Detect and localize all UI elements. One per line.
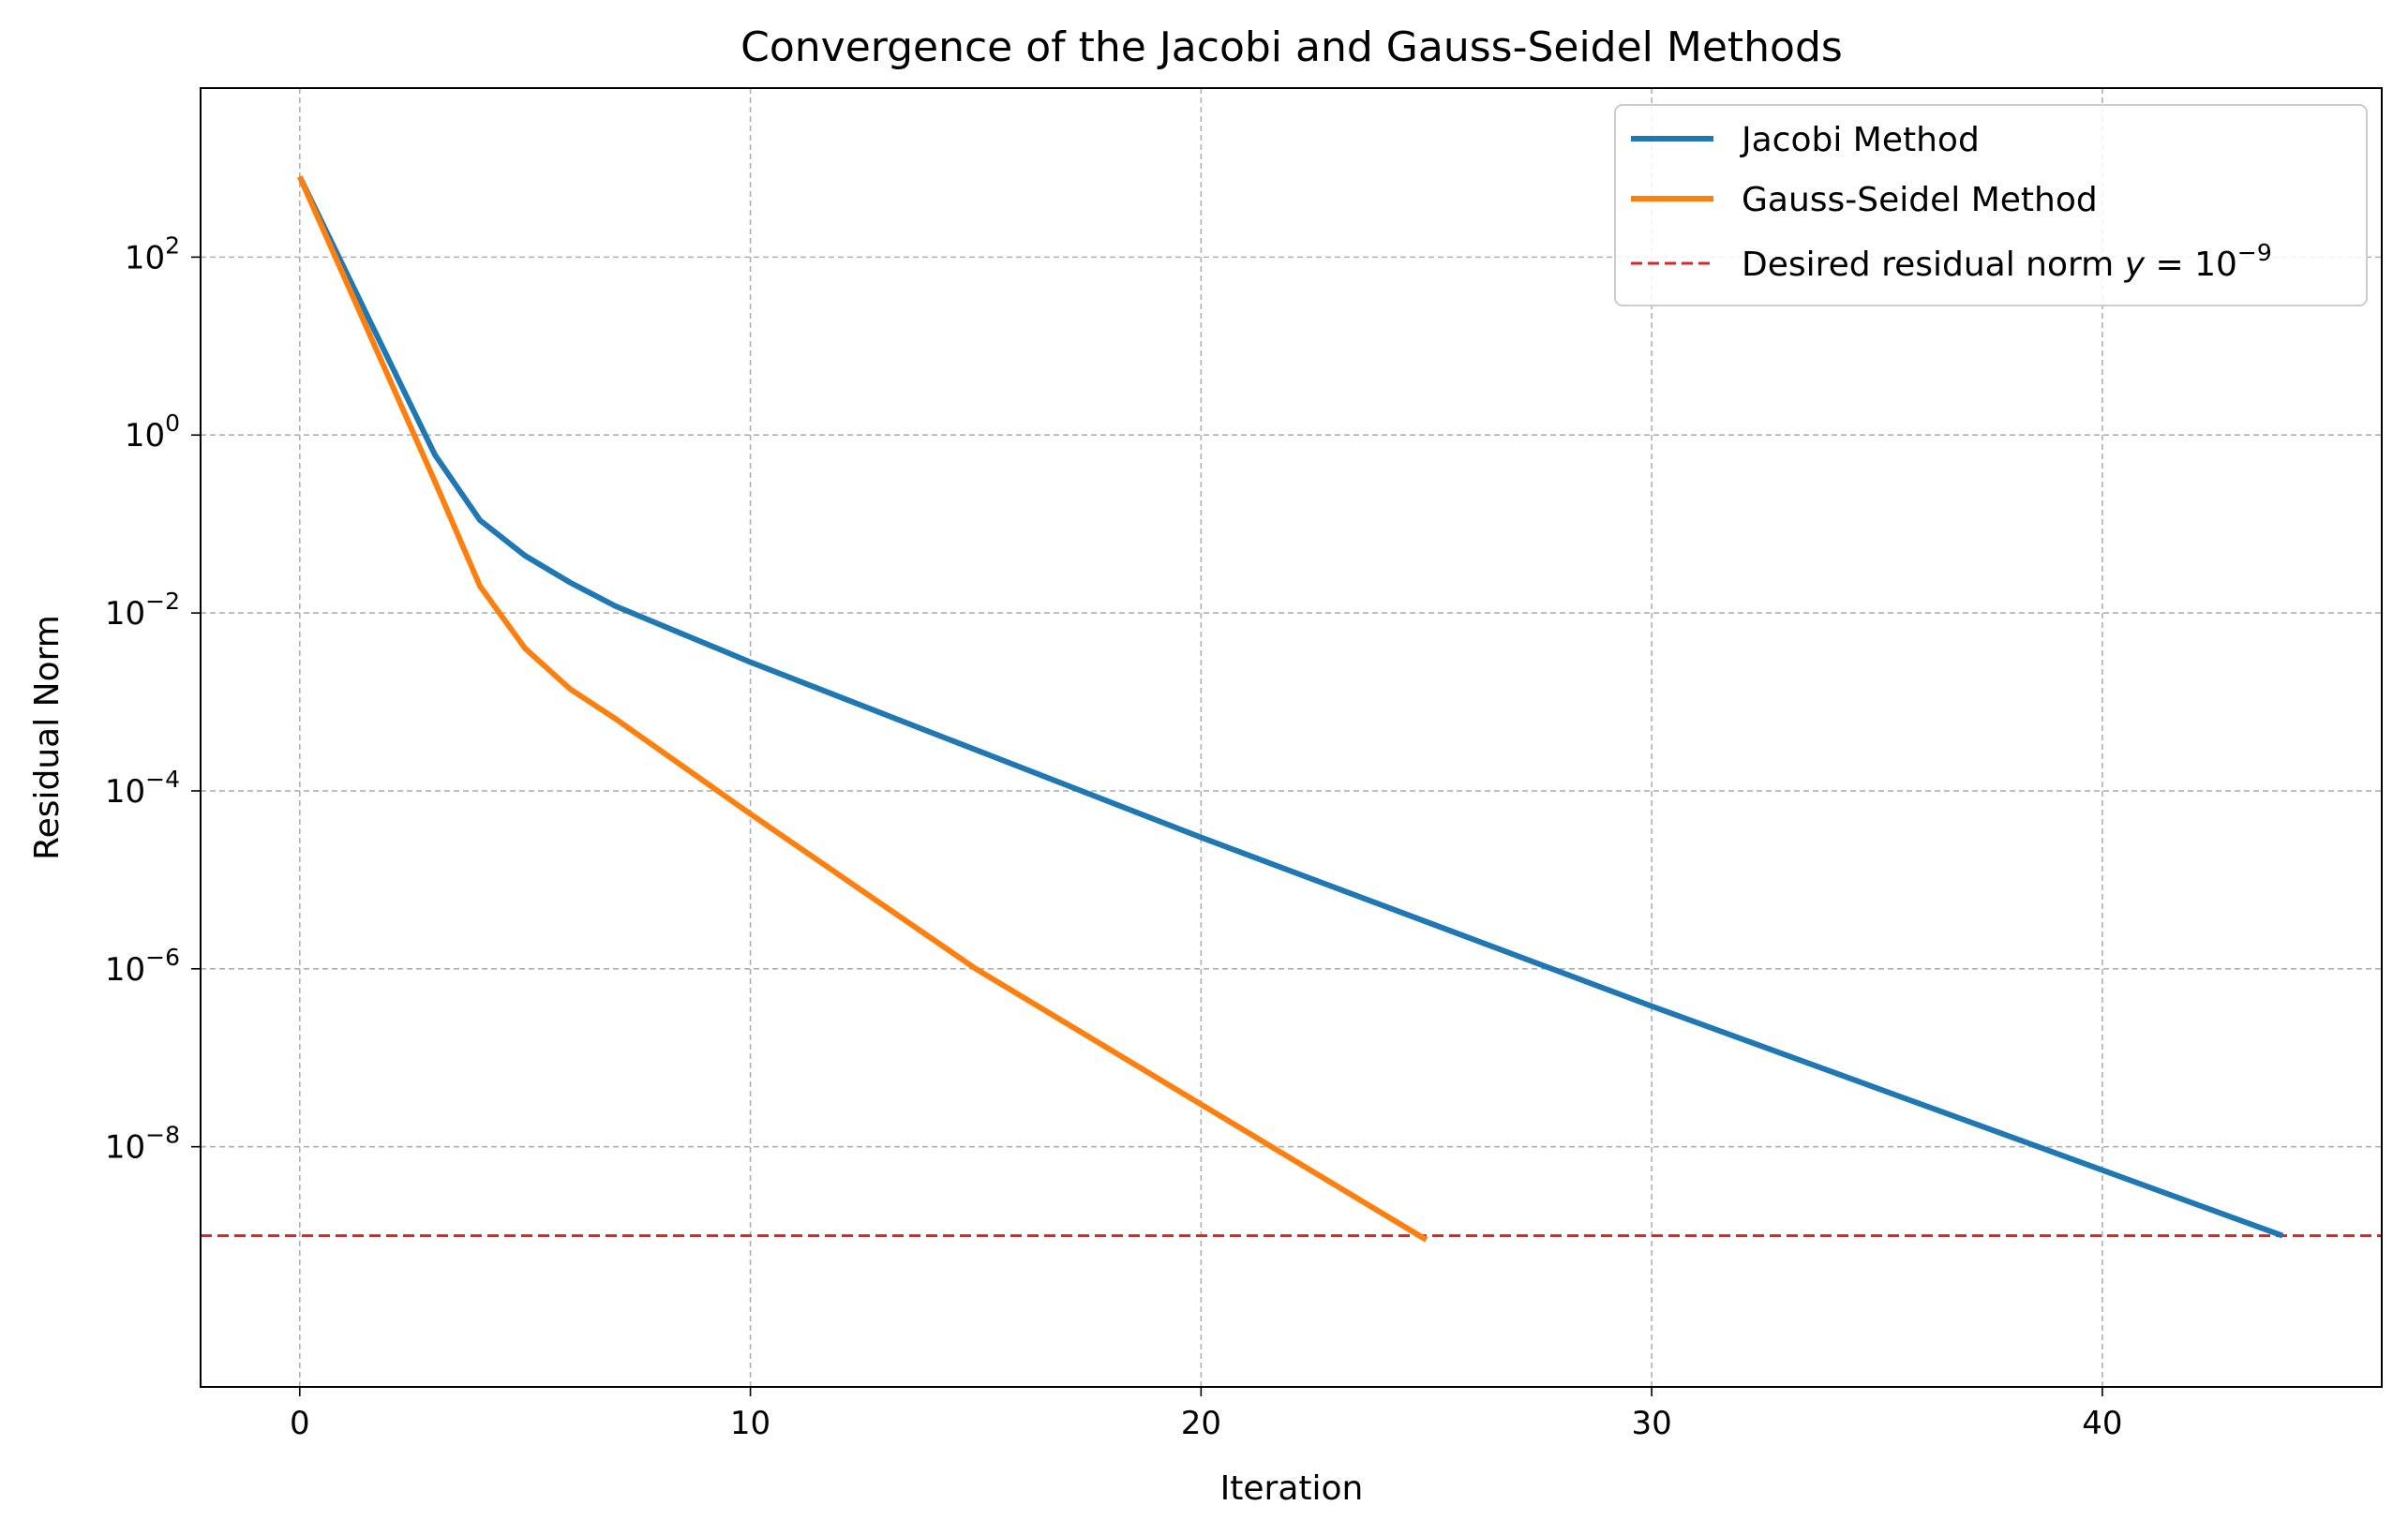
plot-frame — [200, 87, 2383, 1388]
legend-desired-var: y — [2124, 246, 2146, 284]
series-layer — [297, 175, 2284, 1243]
y-tick-label: 10−6 — [105, 944, 180, 989]
x-axis-label: Iteration — [1220, 1469, 1364, 1508]
y-tick-exponent: 0 — [165, 410, 180, 437]
y-tick-base: 10 — [105, 773, 145, 811]
legend: Jacobi Method Gauss-Seidel Method Desire… — [1614, 104, 2368, 306]
y-tick-label: 10−2 — [105, 588, 180, 633]
y-tick-label: 10−8 — [105, 1122, 180, 1167]
y-tick-exponent: −6 — [145, 944, 180, 971]
chart-title: Convergence of the Jacobi and Gauss-Seid… — [740, 23, 1843, 71]
y-tick-base: 10 — [125, 239, 165, 276]
legend-label-jacobi: Jacobi Method — [1740, 121, 1980, 159]
y-tick-exponent: −4 — [145, 766, 180, 793]
legend-desired-eq: = 10 — [2145, 246, 2237, 284]
y-tick-label: 100 — [125, 410, 180, 455]
y-tick-base: 10 — [105, 951, 145, 989]
y-tick-exponent: −8 — [145, 1122, 180, 1149]
y-axis-label: Residual Norm — [28, 615, 67, 860]
x-tick-label: 40 — [2082, 1405, 2122, 1442]
x-tick-label: 10 — [730, 1405, 770, 1442]
y-tick-label: 10−4 — [105, 766, 180, 811]
series-line-gauss-seidel — [297, 175, 1428, 1243]
y-tick-base: 10 — [125, 417, 165, 455]
y-tick-exponent: 2 — [165, 231, 180, 259]
x-tick-label: 20 — [1181, 1405, 1221, 1442]
legend-desired-prefix: Desired residual norm — [1742, 246, 2125, 284]
series-line-jacobi — [297, 175, 2284, 1239]
y-tick-exponent: −2 — [145, 588, 180, 615]
legend-desired-exp: −9 — [2237, 239, 2272, 266]
legend-box — [1614, 104, 2368, 306]
legend-label-desired: Desired residual norm y = 10−9 — [1742, 239, 2272, 284]
y-tick-base: 10 — [105, 595, 145, 633]
legend-label-gauss-seidel: Gauss-Seidel Method — [1742, 181, 2098, 219]
y-tick-label: 102 — [125, 231, 180, 276]
y-tick-base: 10 — [105, 1129, 145, 1167]
grid-lines — [201, 88, 2382, 1387]
x-tick-label: 0 — [290, 1405, 310, 1442]
x-tick-label: 30 — [1631, 1405, 1671, 1442]
